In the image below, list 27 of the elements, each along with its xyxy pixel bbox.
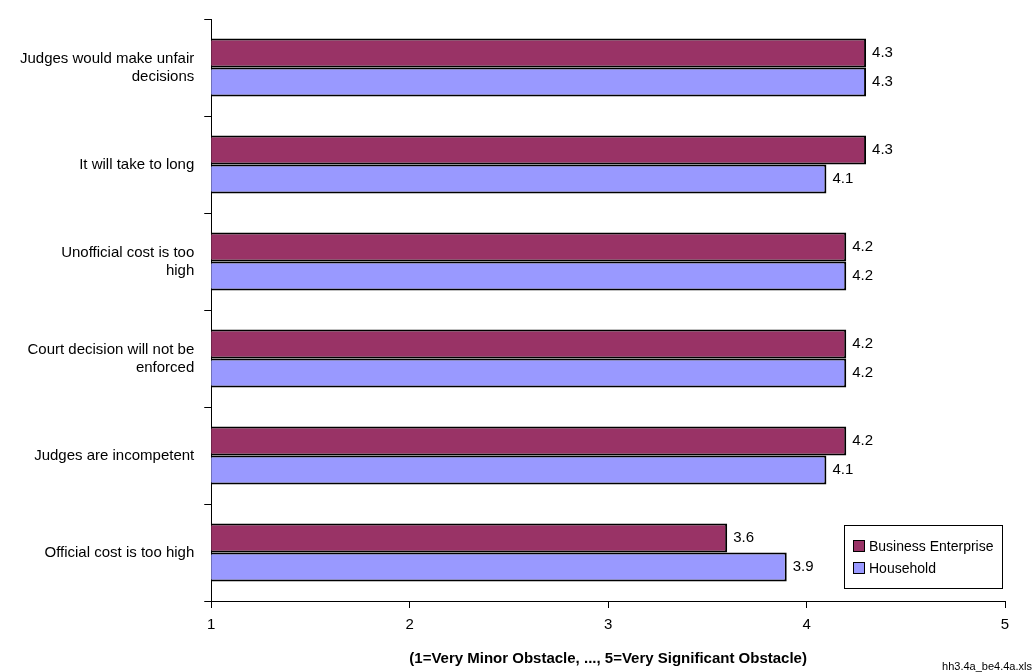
- x-tick-label: 1: [207, 615, 216, 633]
- y-tick-label: Judges would make unfair decisions: [20, 48, 195, 84]
- data-label: 4.3: [872, 72, 893, 90]
- data-label: 4.2: [852, 266, 874, 284]
- x-tick-label: 3: [603, 615, 613, 633]
- data-label: 4.1: [832, 460, 854, 478]
- data-label: 4.2: [852, 334, 874, 352]
- x-tick-label: 4: [802, 615, 811, 633]
- data-label: 4.1: [832, 169, 854, 187]
- data-label: 3.9: [792, 557, 814, 575]
- y-tick-label: It will take to long: [79, 154, 195, 172]
- y-tick-label: Court decision will not be enforced: [27, 339, 195, 375]
- x-tick-label: 5: [1000, 615, 1010, 633]
- x-tick-label: 2: [405, 615, 414, 633]
- x-axis-title: (1=Very Minor Obstacle, ..., 5=Very Significant Obstacle): [409, 649, 807, 667]
- legend-label: Household: [869, 560, 936, 576]
- data-label: 4.3: [872, 43, 893, 61]
- data-label: 3.6: [733, 528, 755, 546]
- legend-label: Business Enterprise: [869, 538, 994, 554]
- text: hh3.4a_be4.4a.xls: [942, 660, 1032, 672]
- y-tick-label: Judges are incompetent: [34, 445, 196, 463]
- data-label: 4.3: [872, 140, 893, 158]
- y-tick-label: Official cost is too high: [44, 542, 195, 560]
- y-tick-label: Unofficial cost is too high: [61, 242, 195, 278]
- data-label: 4.2: [852, 431, 874, 449]
- data-label: 4.2: [852, 237, 874, 255]
- data-label: 4.2: [852, 363, 874, 381]
